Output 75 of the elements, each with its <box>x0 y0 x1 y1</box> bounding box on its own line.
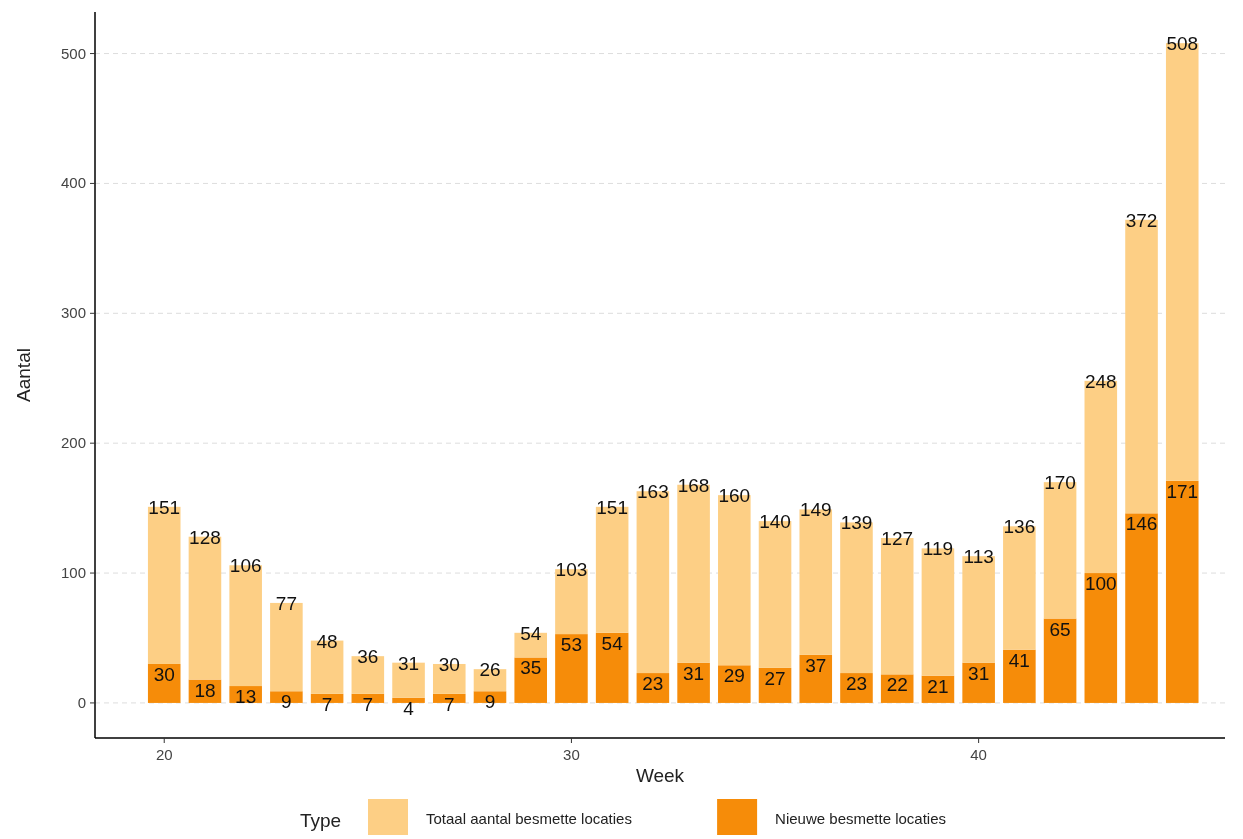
total-label: 168 <box>677 474 710 496</box>
total-label: 48 <box>316 630 338 652</box>
data-label: 65 <box>1049 618 1071 640</box>
data-label: 27 <box>764 667 786 689</box>
total-label: 113 <box>963 546 994 568</box>
data-label: 171 <box>1166 480 1199 502</box>
bar <box>799 654 833 703</box>
total-label: 119 <box>922 538 954 560</box>
data-label: 4 <box>403 697 415 719</box>
bar <box>595 632 629 703</box>
x-tick-label: 30 <box>563 746 580 763</box>
total-label: 139 <box>840 512 873 534</box>
total-label: 160 <box>718 485 751 507</box>
total-label: 128 <box>189 526 221 548</box>
y-tick-label: 400 <box>60 174 86 192</box>
total-label: 30 <box>438 653 460 675</box>
total-label: 36 <box>357 646 379 668</box>
bar <box>1084 573 1118 703</box>
total-label: 26 <box>479 659 501 681</box>
total-label: 140 <box>759 511 791 533</box>
data-label: 18 <box>194 679 216 701</box>
data-label: 22 <box>886 674 908 696</box>
bar <box>1043 618 1077 703</box>
data-label: 35 <box>520 657 542 679</box>
data-label: 53 <box>560 634 582 656</box>
bar <box>677 662 710 703</box>
data-label: 41 <box>1008 649 1030 671</box>
total-label: 136 <box>1003 516 1036 538</box>
y-tick-label: 300 <box>60 304 86 322</box>
data-label: 13 <box>235 686 257 708</box>
data-label: 23 <box>845 673 868 695</box>
data-label: 31 <box>683 662 705 684</box>
bar <box>1125 513 1158 703</box>
bar <box>718 665 751 703</box>
total-label: 103 <box>555 559 588 581</box>
legend-title: Type <box>300 810 342 831</box>
data-label: 21 <box>927 675 949 697</box>
bar <box>1003 649 1036 703</box>
total-label: 106 <box>229 555 262 577</box>
y-tick-label: 200 <box>60 434 86 452</box>
total-label: 151 <box>596 496 628 518</box>
data-label: 100 <box>1084 573 1117 595</box>
total-label: 508 <box>1166 33 1199 55</box>
data-label: 31 <box>968 662 990 684</box>
total-label: 372 <box>1125 209 1158 231</box>
total-label: 170 <box>1044 472 1076 494</box>
total-label: 151 <box>148 496 181 518</box>
legend-label: Totaal aantal besmette locaties <box>426 810 632 827</box>
x-tick-label: 20 <box>155 746 173 763</box>
bar <box>962 662 995 703</box>
y-tick-label: 500 <box>60 44 86 62</box>
total-label: 31 <box>397 652 420 674</box>
data-label: 29 <box>723 665 745 687</box>
x-axis-title: Week <box>635 765 685 786</box>
bar <box>392 697 425 703</box>
bar <box>147 663 181 703</box>
total-label: 77 <box>275 592 297 614</box>
data-label: 146 <box>1125 513 1158 535</box>
data-label: 23 <box>642 673 664 695</box>
total-label: 54 <box>520 622 542 644</box>
bar <box>555 634 588 703</box>
total-label: 163 <box>637 481 669 503</box>
total-label: 149 <box>799 499 832 521</box>
data-label: 37 <box>805 654 827 676</box>
data-label: 54 <box>601 632 624 654</box>
bar <box>514 657 547 703</box>
data-label: 30 <box>153 663 175 685</box>
bar <box>1165 480 1199 703</box>
total-label: 127 <box>881 527 914 549</box>
total-label: 248 <box>1084 370 1117 392</box>
y-axis-title: Aantal <box>13 348 34 402</box>
x-tick-label: 40 <box>970 746 987 763</box>
y-tick-label: 0 <box>77 693 86 711</box>
legend-label: Nieuwe besmette locaties <box>775 810 947 827</box>
y-tick-label: 100 <box>60 564 86 582</box>
